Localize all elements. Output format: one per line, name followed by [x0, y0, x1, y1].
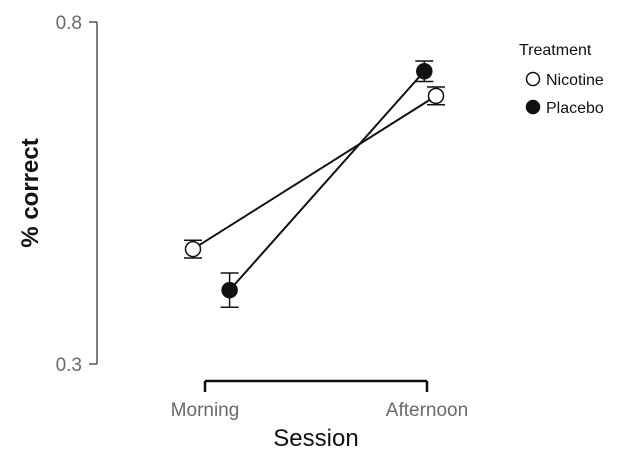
legend-label-placebo: Placebo [546, 100, 604, 117]
x-tick-label-afternoon: Afternoon [386, 400, 468, 421]
legend-marker-placebo [525, 99, 541, 115]
series-layer [184, 60, 445, 308]
legend: Treatment Nicotine Placebo [519, 42, 604, 117]
x-axis-title: Session [273, 425, 358, 451]
point-nicotine-afternoon [427, 87, 445, 105]
y-tick-label-top: 0.8 [56, 13, 82, 34]
legend-label-nicotine: Nicotine [546, 72, 604, 89]
x-tick-label-morning: Morning [171, 400, 240, 421]
legend-marker-nicotine [525, 71, 541, 87]
y-tick-label-bottom: 0.3 [56, 355, 82, 376]
y-axis-title: % correct [17, 138, 44, 247]
point-placebo-morning [221, 281, 238, 299]
point-nicotine-morning [184, 240, 202, 258]
series-line-nicotine [192, 95, 437, 250]
point-placebo-afternoon [416, 62, 433, 80]
legend-title: Treatment [519, 42, 592, 59]
series-line-placebo [228, 70, 426, 291]
